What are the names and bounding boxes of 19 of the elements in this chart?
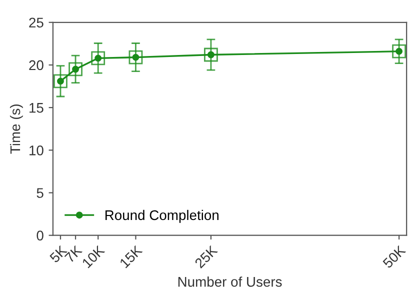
x-tick-label: 15K xyxy=(119,244,143,268)
y-tick-label: 15 xyxy=(30,103,44,113)
y-axis-title: Time (s) xyxy=(10,104,23,154)
point xyxy=(128,50,143,64)
point xyxy=(91,51,106,66)
x-tick-label: 10K xyxy=(82,244,106,268)
point xyxy=(392,44,406,58)
y-tick-label: 0 xyxy=(36,230,44,241)
point xyxy=(54,74,68,88)
point xyxy=(68,62,82,76)
x-tick-label: 25K xyxy=(194,244,218,269)
y-tick-label: 10 xyxy=(30,145,44,156)
x-axis-title: Number of Users xyxy=(178,276,282,287)
y-tick-label: 20 xyxy=(29,60,44,70)
x-tick-label: 50K xyxy=(382,244,406,269)
legend-label: Round Completion xyxy=(105,210,218,223)
y-tick-label: 25 xyxy=(29,18,44,28)
point xyxy=(204,48,218,62)
y-tick-label: 5 xyxy=(36,188,44,198)
